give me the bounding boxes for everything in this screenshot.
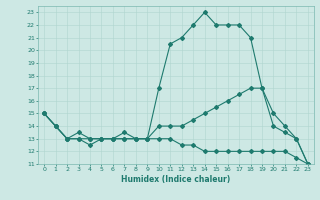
X-axis label: Humidex (Indice chaleur): Humidex (Indice chaleur): [121, 175, 231, 184]
